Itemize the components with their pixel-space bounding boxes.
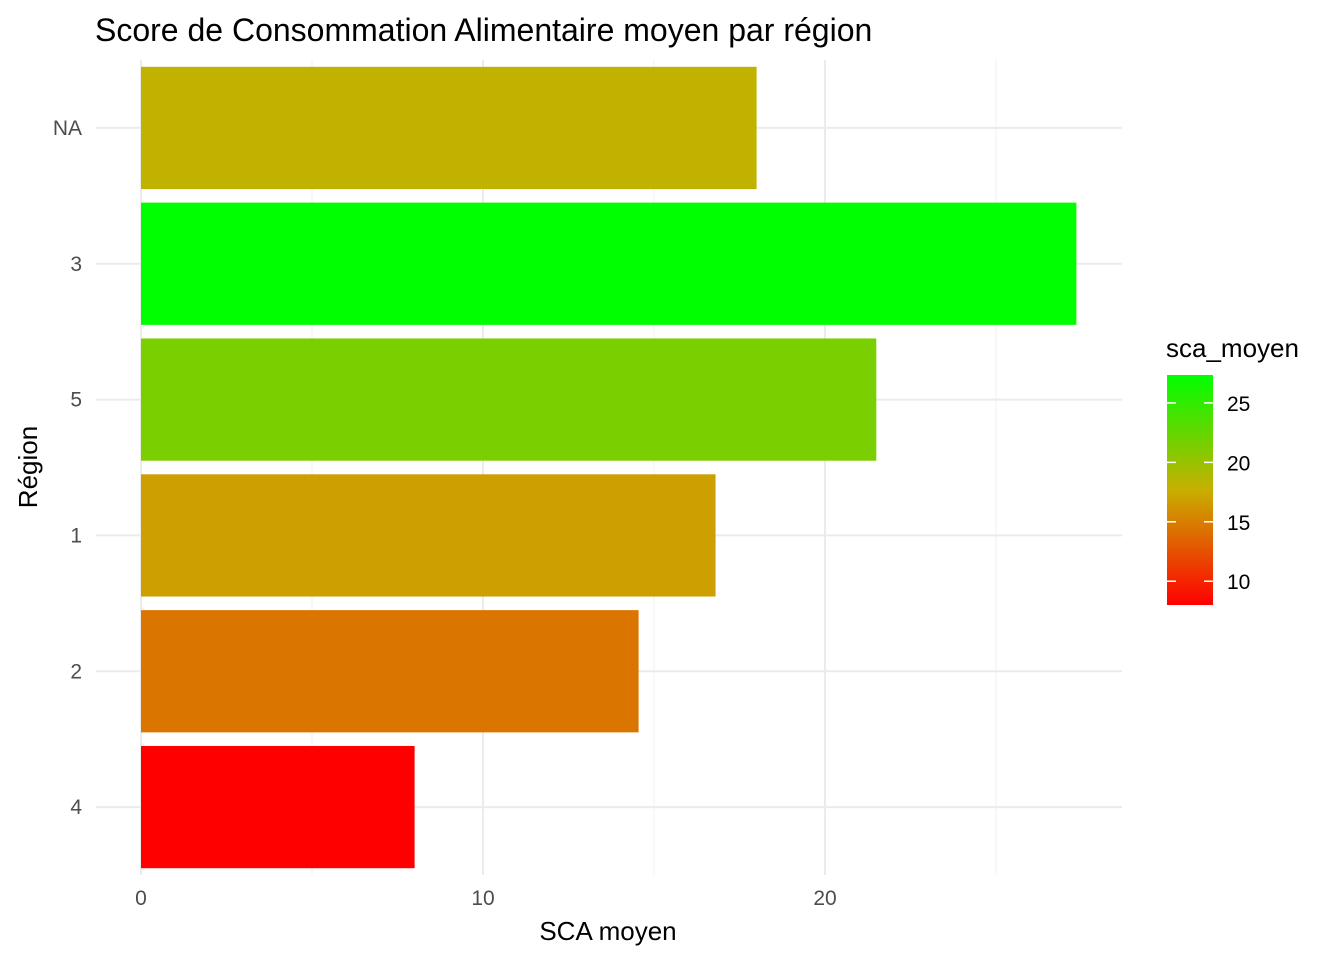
bars [141,66,1077,869]
y-tick-label: 5 [70,389,82,412]
x-axis-label: SCA moyen [539,916,676,946]
x-tick-labels: 0 10 20 [135,887,837,910]
legend-ticks: 10 15 20 25 [1167,393,1250,594]
legend-tick-label: 15 [1227,512,1250,535]
legend-tick-label: 20 [1227,452,1250,475]
legend-colorbar [1167,375,1213,605]
y-tick-label: 2 [70,660,82,683]
bar-region-2 [141,610,639,733]
bar-region-4 [141,745,415,869]
legend-title: sca_moyen [1166,333,1299,363]
y-tick-label: 3 [70,253,82,276]
y-tick-label: 1 [70,524,82,547]
bar-region-5 [141,338,877,461]
bar-region-3 [141,202,1077,325]
x-tick-label: 20 [813,887,836,910]
y-tick-label: 4 [70,796,82,819]
y-axis-label: Région [13,426,43,508]
x-tick-label: 0 [135,887,147,910]
y-tick-label: NA [53,117,82,140]
bar-region-1 [141,474,716,597]
legend-tick-label: 25 [1227,393,1250,416]
color-legend: sca_moyen 10 15 20 25 [1166,333,1299,605]
x-tick-label: 10 [471,887,494,910]
bar-region-NA [141,66,757,190]
y-tick-labels: NA 3 5 1 2 4 [53,117,83,819]
chart-title: Score de Consommation Alimentaire moyen … [95,12,872,48]
legend-tick-label: 10 [1227,571,1250,594]
